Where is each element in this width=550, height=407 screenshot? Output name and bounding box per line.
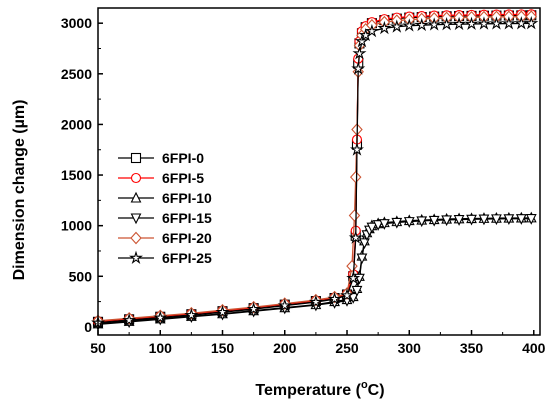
- series-6FPI-5: [92, 9, 537, 327]
- x-tick-label: 350: [460, 340, 484, 356]
- y-tick-label: 2500: [61, 66, 92, 82]
- data-point: [391, 217, 403, 229]
- data-point: [403, 217, 415, 228]
- series-6FPI-25: [91, 16, 539, 329]
- y-tick-label: 2000: [61, 116, 92, 132]
- data-point: [348, 230, 363, 244]
- legend-label: 6FPI-15: [162, 210, 212, 226]
- legend-entry: 6FPI-20: [118, 230, 212, 246]
- legend-marker: [130, 213, 142, 225]
- series-line: [97, 14, 532, 323]
- x-tick-label: 300: [398, 340, 422, 356]
- legend-label: 6FPI-20: [162, 230, 212, 246]
- data-point: [428, 215, 440, 227]
- x-axis-title-main: Temperature (: [255, 382, 361, 399]
- data-point: [489, 16, 504, 30]
- legend-marker: [130, 231, 142, 245]
- series-6FPI-0: [92, 10, 537, 327]
- data-point: [153, 310, 168, 324]
- x-tick-label: 150: [211, 340, 235, 356]
- y-tick-label: 3000: [61, 15, 92, 31]
- legend-marker: [129, 250, 143, 264]
- x-tick-label: 50: [90, 340, 106, 356]
- data-point: [372, 220, 384, 231]
- x-tick-label: 250: [335, 340, 359, 356]
- series-line: [97, 13, 532, 322]
- x-axis-title: Temperature (oC): [255, 379, 384, 399]
- x-tick-label: 200: [273, 340, 297, 356]
- data-point: [354, 34, 369, 48]
- data-point: [359, 238, 370, 250]
- data-point: [277, 298, 292, 312]
- data-point: [453, 215, 465, 226]
- legend-entry: 6FPI-10: [118, 190, 212, 206]
- data-point: [308, 294, 323, 309]
- legend-marker: [130, 191, 142, 203]
- data-point: [356, 253, 368, 265]
- legend-marker: [130, 172, 142, 184]
- data-point: [501, 16, 516, 30]
- data-point: [414, 17, 429, 32]
- data-point: [246, 301, 261, 316]
- data-point: [427, 17, 442, 31]
- data-point: [351, 61, 366, 75]
- data-point: [515, 214, 527, 225]
- data-point: [491, 214, 502, 226]
- x-tick-label: 100: [149, 340, 173, 356]
- data-point: [389, 19, 404, 33]
- plot-area: [91, 9, 539, 331]
- data-point: [184, 307, 199, 322]
- data-point: [476, 16, 491, 30]
- data-point: [452, 16, 467, 31]
- axes: 50 100 150 200 250 300 350 400 0 500 1000 1500 2000 2…: [61, 7, 546, 356]
- series-6FPI-20: [92, 10, 538, 328]
- data-point: [439, 17, 454, 31]
- data-point: [122, 312, 137, 327]
- data-point: [441, 215, 453, 227]
- legend-entry: 6FPI-0: [118, 150, 204, 166]
- series-line: [97, 15, 532, 322]
- data-point: [349, 170, 362, 184]
- legend-label: 6FPI-0: [162, 150, 204, 166]
- data-point: [352, 46, 367, 60]
- y-tick-label: 0: [84, 319, 92, 335]
- legend-entry: 6FPI-5: [118, 170, 204, 186]
- legend: 6FPI-0 6FPI-5 6FPI-10 6FPI-15 6FPI-20 6FPI-25: [118, 150, 212, 266]
- plot-frame: [97, 7, 541, 336]
- data-point: [339, 288, 355, 302]
- data-point: [466, 214, 477, 226]
- data-point: [348, 209, 361, 222]
- legend-marker: [130, 152, 142, 164]
- data-point: [377, 20, 392, 35]
- data-point: [514, 16, 529, 30]
- legend-label: 6FPI-5: [162, 170, 204, 186]
- data-point: [402, 18, 417, 32]
- data-point: [464, 16, 479, 30]
- data-point: [524, 16, 539, 30]
- legend-entry: 6FPI-15: [118, 210, 212, 226]
- x-axis-title-end: C): [368, 382, 385, 399]
- data-point: [378, 219, 390, 230]
- data-point: [349, 142, 364, 156]
- x-tick-label: 400: [522, 340, 546, 356]
- x-axis-title-superscript: o: [361, 379, 368, 391]
- legend-entry: 6FPI-25: [118, 250, 212, 266]
- data-point: [503, 214, 515, 226]
- legend-label: 6FPI-25: [162, 250, 212, 266]
- data-point: [351, 285, 363, 297]
- data-point: [364, 23, 379, 38]
- y-tick-label: 1500: [61, 167, 92, 183]
- data-point: [366, 222, 378, 234]
- y-axis-title: Dimension change (µm): [11, 100, 28, 281]
- y-tick-label: 500: [69, 268, 93, 284]
- legend-label: 6FPI-10: [162, 190, 212, 206]
- data-point: [346, 270, 361, 285]
- data-point: [327, 291, 342, 306]
- data-point: [416, 216, 428, 228]
- y-tick-label: 1000: [61, 218, 92, 234]
- data-point: [478, 214, 490, 226]
- data-point: [525, 214, 537, 225]
- data-point: [215, 304, 230, 319]
